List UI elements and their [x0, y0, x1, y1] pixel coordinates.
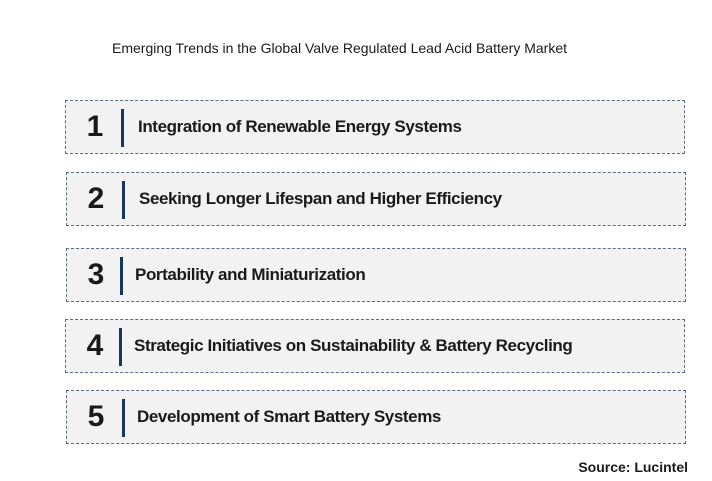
trend-number: 1 [86, 110, 104, 143]
trend-number: 4 [86, 329, 104, 362]
trend-divider-bar [119, 328, 122, 366]
trend-divider-bar [122, 181, 125, 219]
trend-divider-bar [122, 399, 125, 437]
diagram-title: Emerging Trends in the Global Valve Regu… [112, 40, 567, 56]
trend-number: 5 [87, 400, 105, 433]
trend-label: Seeking Longer Lifespan and Higher Effic… [139, 189, 502, 208]
source-note: Source: Lucintel [578, 459, 688, 475]
trend-number: 2 [87, 182, 105, 215]
trend-label: Strategic Initiatives on Sustainability … [134, 336, 573, 355]
trend-item-3: 3 Portability and Miniaturization [66, 248, 686, 302]
trend-label: Integration of Renewable Energy Systems [138, 117, 462, 136]
trend-divider-bar [120, 257, 123, 295]
trend-label: Portability and Miniaturization [135, 265, 366, 284]
trend-item-4: 4 Strategic Initiatives on Sustainabilit… [65, 319, 685, 373]
trend-divider-bar [121, 109, 124, 147]
trend-item-5: 5 Development of Smart Battery Systems [66, 390, 686, 444]
trend-item-2: 2 Seeking Longer Lifespan and Higher Eff… [66, 172, 686, 226]
trend-item-1: 1 Integration of Renewable Energy System… [65, 100, 685, 154]
trend-label: Development of Smart Battery Systems [137, 407, 441, 426]
trend-number: 3 [87, 258, 105, 291]
